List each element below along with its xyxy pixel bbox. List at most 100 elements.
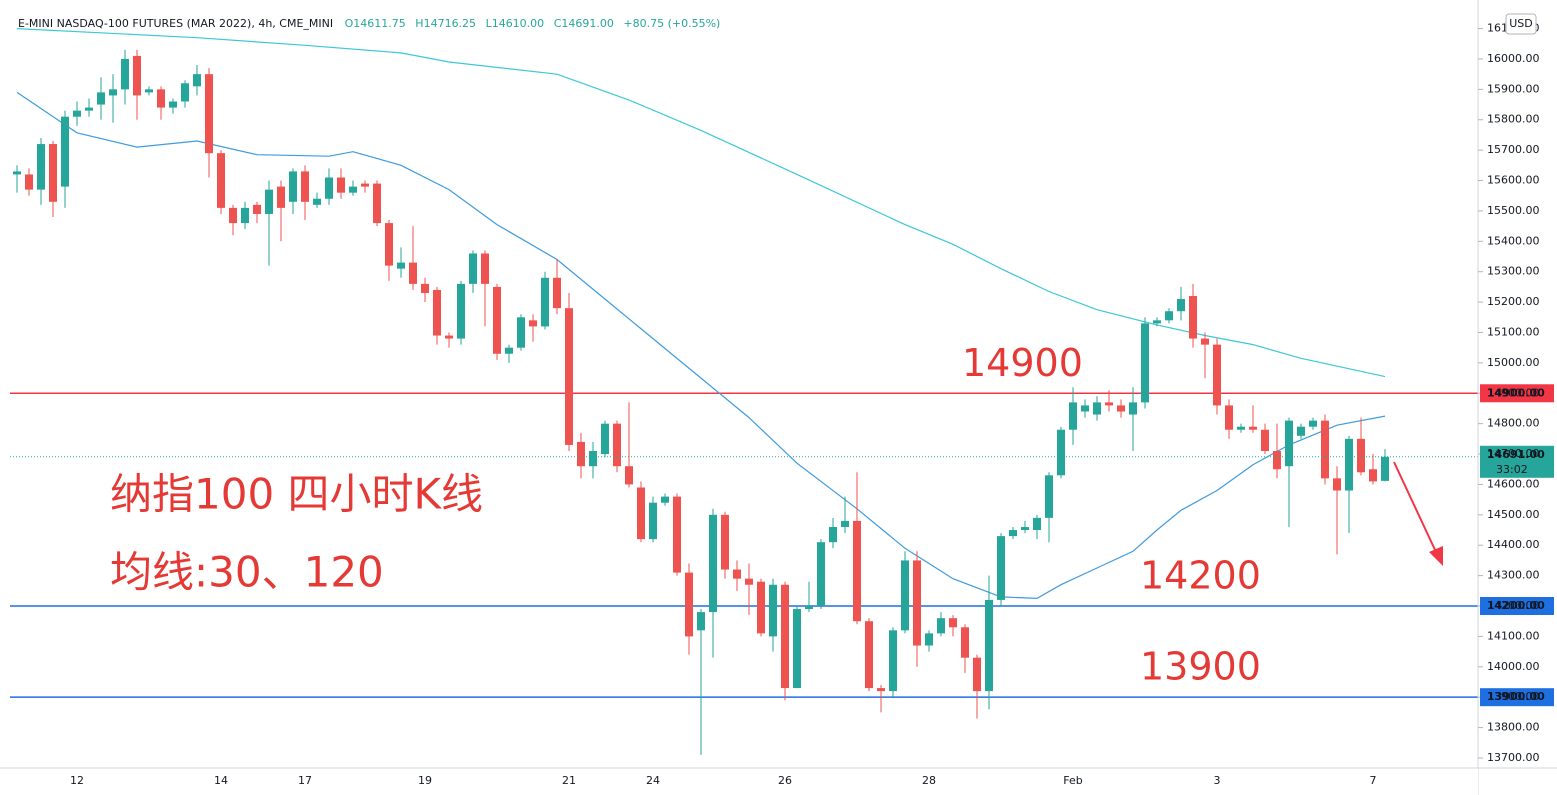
y-tick-label: 15200.00	[1487, 295, 1540, 308]
candle-body	[277, 186, 285, 208]
candle-body	[109, 89, 117, 96]
candle-body	[1381, 456, 1389, 481]
y-tick-label: 14100.00	[1487, 629, 1540, 642]
candle-body	[193, 74, 201, 87]
candle-body	[985, 599, 993, 692]
time-axis-panel	[0, 768, 1478, 795]
x-tick-label: 7	[1370, 774, 1377, 787]
y-tick-label: 15800.00	[1487, 113, 1540, 126]
candle-body	[757, 581, 765, 634]
candle-body	[937, 618, 945, 634]
level-axis-box	[1480, 688, 1554, 707]
candle-body	[229, 207, 237, 224]
x-tick-label: 28	[922, 774, 936, 787]
candle-body	[1093, 402, 1101, 415]
y-tick-label: 13800.00	[1487, 721, 1540, 734]
candle-body	[421, 283, 429, 293]
y-tick-label: 14200.00	[1487, 599, 1540, 612]
y-tick-label: 15400.00	[1487, 234, 1540, 247]
x-tick-label: 14	[214, 774, 228, 787]
candle-body	[409, 262, 417, 284]
candle-body	[169, 101, 177, 108]
candle-body	[433, 289, 441, 336]
x-tick-label: 3	[1214, 774, 1221, 787]
y-tick-label: 15900.00	[1487, 82, 1540, 95]
arrow-head	[1429, 546, 1443, 566]
candle-body	[349, 186, 357, 193]
candle-body	[481, 253, 489, 284]
candle-body	[517, 317, 525, 348]
candle-body	[1129, 402, 1137, 415]
y-tick-label: 15700.00	[1487, 143, 1540, 156]
candle-body	[445, 335, 453, 339]
candle-body	[625, 466, 633, 485]
candle-body	[1069, 402, 1077, 430]
y-tick-label: 15500.00	[1487, 204, 1540, 217]
candle-body	[1033, 517, 1041, 531]
candle-body	[1297, 426, 1305, 436]
candle-body	[253, 204, 261, 214]
candle-body	[157, 89, 165, 108]
y-tick-label: 14400.00	[1487, 538, 1540, 551]
last-price-box	[1480, 445, 1554, 478]
candle-body	[1285, 420, 1293, 467]
y-tick-label: 15300.00	[1487, 265, 1540, 278]
candle-body	[1165, 311, 1173, 321]
candle-body	[37, 144, 45, 190]
legend-change: +80.75 (+0.55%)	[623, 17, 720, 30]
candle-body	[901, 560, 909, 631]
candle-body	[301, 171, 309, 202]
candle-body	[1273, 451, 1281, 470]
candle-body	[217, 153, 225, 208]
candle-body	[25, 174, 33, 190]
candle-body	[1057, 429, 1065, 476]
candle-body	[589, 451, 597, 467]
candle-body	[325, 177, 333, 199]
y-tick-label: 15600.00	[1487, 174, 1540, 187]
candle-body	[1021, 526, 1029, 531]
candle-body	[745, 578, 753, 585]
candle-body	[289, 171, 297, 202]
y-tick-label: 14600.00	[1487, 477, 1540, 490]
last-price-label: 14691.00	[1487, 448, 1545, 461]
candle-body	[97, 92, 105, 105]
axes: 12 14 17 19 21 24 26 28 Feb 3 7 14900.00 14200.00 139…	[70, 28, 1554, 787]
candle-body	[865, 621, 873, 689]
level-axis-box	[1480, 384, 1554, 403]
countdown: 33:02	[1496, 463, 1528, 476]
x-tick-label: Feb	[1063, 774, 1082, 787]
candle-body	[889, 630, 897, 692]
candle-body	[1189, 296, 1197, 339]
candle-body	[1117, 405, 1125, 412]
y-tick-label: 14700.00	[1487, 447, 1540, 460]
candle-body	[565, 308, 573, 445]
candle-body	[841, 520, 849, 527]
candle-body	[661, 496, 669, 503]
x-tick-label: 12	[70, 774, 84, 787]
moving-average	[16, 91, 1386, 600]
currency: USD	[1509, 17, 1533, 30]
candle-body	[1357, 438, 1365, 473]
x-tick-label: 26	[778, 774, 792, 787]
candle-body	[1225, 405, 1233, 430]
candle-body	[493, 286, 501, 354]
legend-low: L14610.00	[486, 17, 545, 30]
candle-body	[85, 107, 93, 111]
candle-body	[769, 584, 777, 637]
y-tick-label: 14800.00	[1487, 417, 1540, 430]
candle-body	[685, 572, 693, 637]
candle-body	[1345, 438, 1353, 491]
candle-body	[61, 116, 69, 187]
candle-body	[733, 569, 741, 579]
candle-body	[133, 55, 141, 96]
candle-body	[49, 144, 57, 202]
candle-body	[181, 83, 189, 102]
currency-badge[interactable]	[1505, 13, 1537, 35]
y-tick-label: 15000.00	[1487, 356, 1540, 369]
candle-body	[1333, 478, 1341, 491]
level-axis-label: 13900.00	[1487, 690, 1545, 703]
y-tick-label: 13700.00	[1487, 751, 1540, 764]
plot-area	[10, 28, 1478, 755]
